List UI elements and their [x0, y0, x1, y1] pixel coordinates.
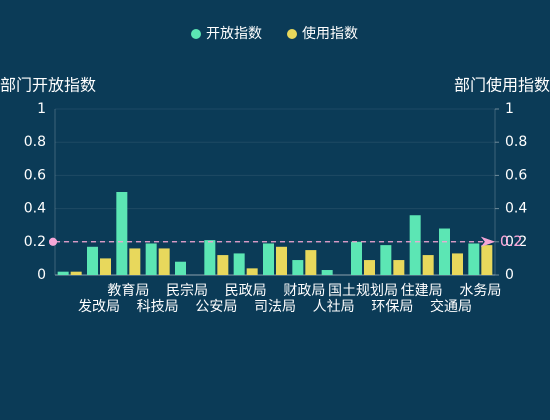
legend-marker: [191, 29, 201, 39]
bar: [145, 243, 157, 275]
y2-tick-label: 0.2: [505, 234, 527, 250]
bar: [217, 255, 229, 275]
x-tick-label: 交通局: [430, 298, 472, 315]
x-tick-label: 住建局: [401, 283, 443, 299]
bar: [422, 255, 434, 275]
x-tick-label: 司法局: [254, 299, 296, 315]
y2-tick-label: 0: [505, 267, 514, 283]
x-tick-label: 民政局: [225, 283, 267, 299]
y-tick-label: 0.6: [24, 167, 46, 183]
mark-line-label: 0.2: [500, 234, 522, 250]
bar: [481, 245, 493, 275]
bar: [305, 250, 317, 275]
bar: [158, 248, 170, 275]
bar: [276, 246, 287, 275]
bar: [409, 215, 421, 275]
bar: [321, 270, 333, 275]
y2-tick-label: 0.4: [505, 201, 527, 217]
x-tick-label: 财政局: [283, 283, 325, 299]
y2-tick-label: 0.8: [505, 134, 527, 150]
mark-line-arrow: [481, 236, 495, 247]
bar: [292, 260, 304, 275]
bar: [87, 246, 98, 275]
x-tick-label: 教育局: [107, 283, 149, 299]
bar: [129, 248, 141, 275]
y-tick-label: 0.8: [24, 134, 46, 150]
bar: [351, 241, 362, 275]
x-tick-label: 水务局: [459, 283, 501, 299]
y-tick-label: 0.4: [24, 201, 46, 217]
bar: [100, 258, 111, 275]
x-tick-label: 环保局: [371, 299, 413, 315]
y2-tick-label: 0.6: [505, 167, 527, 183]
bar: [57, 271, 69, 275]
x-tick-label: 科技局: [137, 299, 179, 315]
bar: [204, 240, 216, 275]
y2-axis-name: 部门使用指数: [454, 76, 550, 95]
bar: [116, 192, 128, 275]
bar: [380, 245, 392, 275]
mark-line-start: [49, 237, 57, 246]
x-tick-label: 公安局: [195, 299, 237, 315]
y-axis-name: 部门开放指数: [0, 76, 96, 95]
bar: [468, 243, 480, 275]
legend-marker: [287, 29, 297, 39]
x-tick-label: 人社局: [313, 299, 355, 315]
bar: [175, 261, 186, 275]
y-tick-label: 1: [37, 101, 46, 117]
bar: [364, 260, 375, 275]
x-tick-label: 民宗局: [166, 283, 208, 299]
x-tick-label: 国土规划局: [328, 283, 398, 299]
y-tick-label: 0: [37, 267, 46, 283]
bar: [70, 271, 82, 275]
bar: [246, 268, 258, 275]
mark-line-label: 0.2: [500, 234, 522, 250]
y2-tick-label: 1: [505, 101, 514, 117]
bar: [233, 253, 245, 275]
bar: [263, 243, 274, 275]
bar: [452, 253, 463, 275]
legend-label: 使用指数: [302, 25, 358, 42]
x-tick-label: 发改局: [78, 299, 120, 315]
bar: [393, 260, 405, 275]
y-tick-label: 0.2: [24, 234, 46, 250]
legend-label: 开放指数: [206, 26, 262, 42]
bar: [439, 228, 450, 275]
